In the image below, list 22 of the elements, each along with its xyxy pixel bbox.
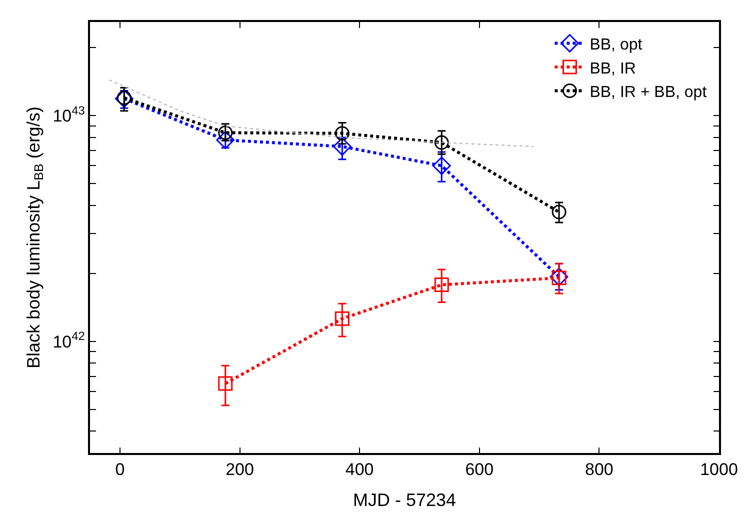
- x-axis-title: MJD - 57234: [352, 490, 456, 510]
- point: [333, 137, 352, 156]
- point: [218, 376, 233, 391]
- point: [334, 126, 350, 141]
- point: [216, 130, 235, 150]
- point: [550, 268, 568, 286]
- point: [552, 204, 566, 220]
- point: [432, 156, 451, 175]
- x-tick-label: 1000: [700, 460, 738, 480]
- x-tick-label: 400: [345, 460, 374, 480]
- point: [434, 135, 449, 150]
- x-tick-label: 200: [226, 460, 254, 480]
- x-tick-label: 0: [115, 460, 125, 480]
- x-tick-label: 800: [585, 460, 614, 480]
- point: [334, 311, 350, 326]
- legend-label: BB, opt: [590, 36, 643, 54]
- y-tick-label: 10$^{43}$: [52, 103, 86, 126]
- y-tick-label: 10$^{42}$: [52, 329, 86, 352]
- legend-label: BB, IR + BB, opt: [590, 84, 708, 102]
- point: [434, 278, 449, 292]
- legend-label: BB, IR: [590, 60, 636, 78]
- x-tick-label: 600: [465, 460, 494, 480]
